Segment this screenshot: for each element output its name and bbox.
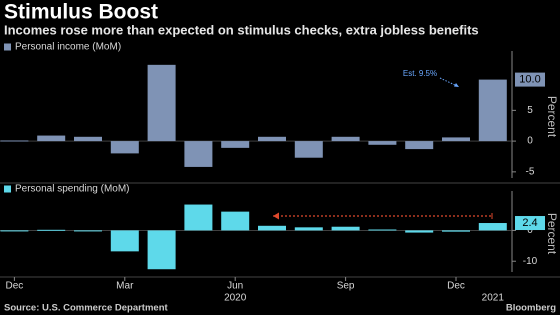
arrow-head <box>454 83 459 87</box>
bar <box>405 230 434 233</box>
source: Source: U.S. Commerce Department <box>4 303 168 314</box>
x-tick-label: Mar <box>116 281 134 292</box>
bar <box>478 79 507 142</box>
bar <box>147 230 176 270</box>
bar <box>405 141 434 150</box>
year-label: 2020 <box>224 293 247 304</box>
bar <box>0 230 29 232</box>
bar <box>331 226 360 231</box>
y-tick-label: -10 <box>523 256 538 267</box>
value-label-box <box>515 72 545 87</box>
x-tick-label: Sep <box>337 281 355 292</box>
y-tick-label: 0 <box>527 225 533 236</box>
bar <box>37 229 66 231</box>
bar <box>331 136 360 142</box>
bar <box>442 137 470 142</box>
legend-label: Personal spending (MoM) <box>15 184 130 195</box>
y-tick-label: 5 <box>527 105 533 116</box>
bar <box>147 64 176 142</box>
bar <box>294 141 323 158</box>
bar <box>478 223 507 231</box>
bar <box>258 225 286 231</box>
bar <box>368 141 397 145</box>
legend-swatch <box>4 185 11 193</box>
bar <box>184 141 213 167</box>
legend-label: Personal income (MoM) <box>15 42 121 53</box>
year-label: 2021 <box>482 293 505 304</box>
bar <box>368 229 397 231</box>
bar <box>442 230 470 232</box>
y-axis-title: Percent <box>545 96 559 138</box>
bar <box>0 140 29 142</box>
annotation-arrow <box>439 77 458 87</box>
bar <box>221 211 250 231</box>
bar <box>37 135 66 142</box>
y-tick-label: -5 <box>526 166 535 177</box>
bar <box>258 136 286 142</box>
bar <box>74 136 102 142</box>
x-tick-label: Jun <box>227 281 243 292</box>
annotation: Est. 9.5% <box>403 69 437 78</box>
bar <box>110 141 139 154</box>
value-label: 2.4 <box>522 217 537 229</box>
y-axis-title: Percent <box>545 213 559 255</box>
arrow-head <box>273 212 279 220</box>
subtitle: Incomes rose more than expected on stimu… <box>4 22 479 37</box>
title: Stimulus Boost <box>4 1 158 24</box>
value-label: 10.0 <box>519 74 540 86</box>
y-tick-label: 0 <box>527 136 533 147</box>
branding: Bloomberg <box>506 303 556 314</box>
x-tick-label: Dec <box>447 281 465 292</box>
bar <box>74 230 102 232</box>
bar <box>294 227 323 231</box>
legend-swatch <box>4 43 11 51</box>
x-tick-label: Dec <box>6 281 24 292</box>
bar <box>110 230 139 252</box>
bar <box>184 204 213 231</box>
value-label-box <box>515 216 545 231</box>
bar <box>221 141 250 148</box>
